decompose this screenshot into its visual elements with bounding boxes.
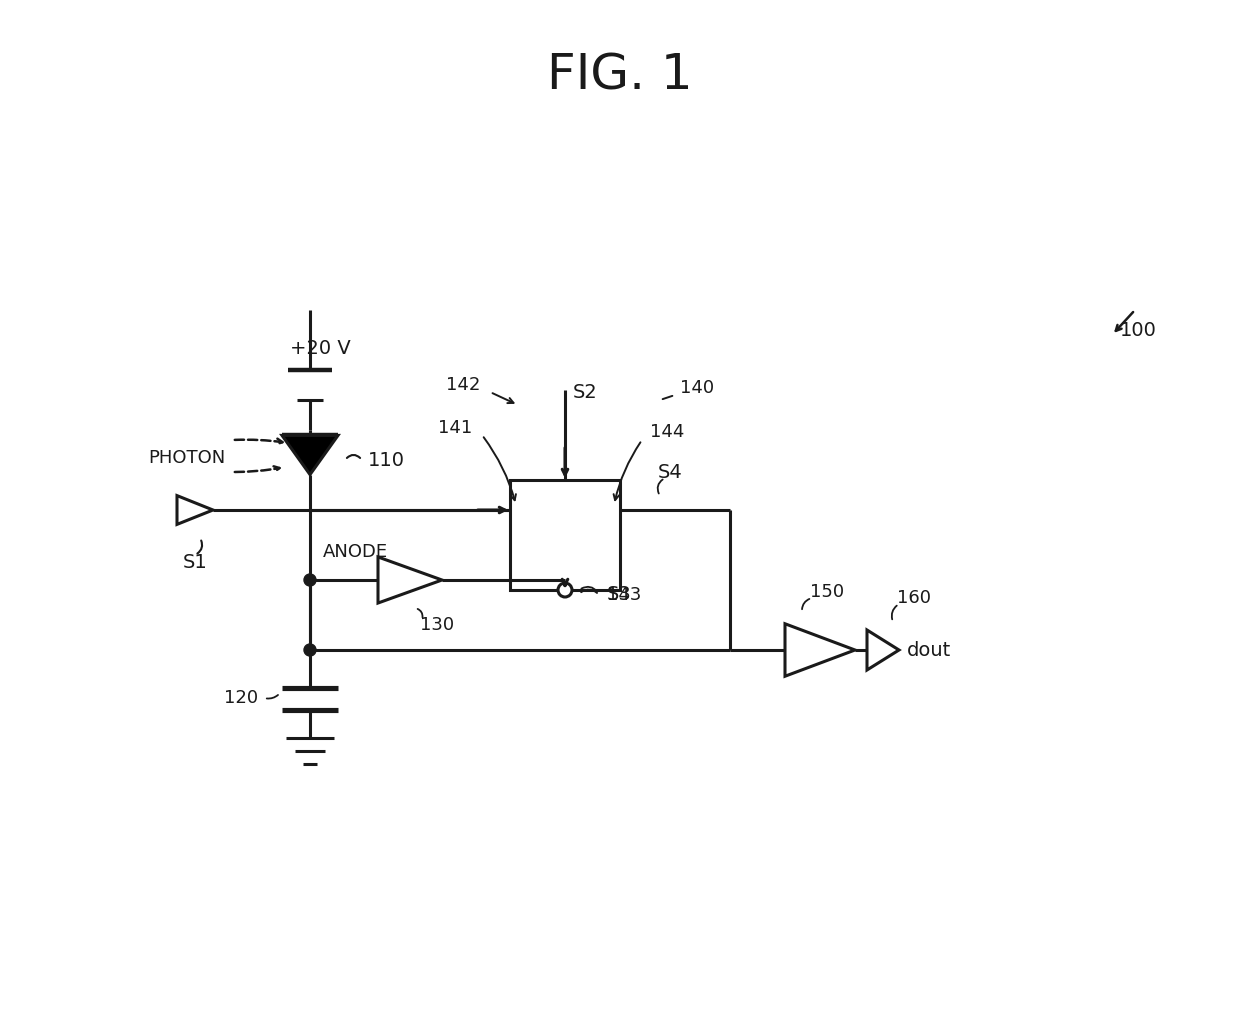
Text: PHOTON: PHOTON	[148, 449, 226, 467]
Polygon shape	[785, 623, 856, 677]
Circle shape	[558, 583, 572, 597]
Text: 140: 140	[680, 379, 714, 397]
Polygon shape	[177, 496, 213, 524]
Text: S2: S2	[573, 382, 598, 402]
Text: 110: 110	[368, 451, 405, 469]
Text: S3: S3	[608, 585, 631, 604]
Text: S1: S1	[182, 553, 207, 571]
Text: 160: 160	[897, 589, 931, 607]
Text: 120: 120	[224, 689, 258, 707]
Text: 144: 144	[650, 423, 684, 442]
Text: 143: 143	[608, 586, 641, 604]
Text: 141: 141	[438, 419, 472, 437]
Circle shape	[304, 644, 316, 656]
Polygon shape	[281, 435, 339, 474]
Text: +20 V: +20 V	[290, 338, 351, 358]
Text: 130: 130	[420, 616, 454, 634]
Circle shape	[304, 574, 316, 586]
Text: dout: dout	[906, 641, 951, 659]
Text: S4: S4	[657, 463, 682, 481]
Text: 150: 150	[810, 583, 844, 601]
Polygon shape	[867, 630, 899, 670]
Text: ANODE: ANODE	[322, 543, 388, 561]
Text: 142: 142	[445, 376, 480, 394]
Bar	[510, 480, 620, 590]
Polygon shape	[378, 557, 441, 603]
Text: 100: 100	[1120, 321, 1157, 339]
Text: FIG. 1: FIG. 1	[547, 51, 693, 99]
